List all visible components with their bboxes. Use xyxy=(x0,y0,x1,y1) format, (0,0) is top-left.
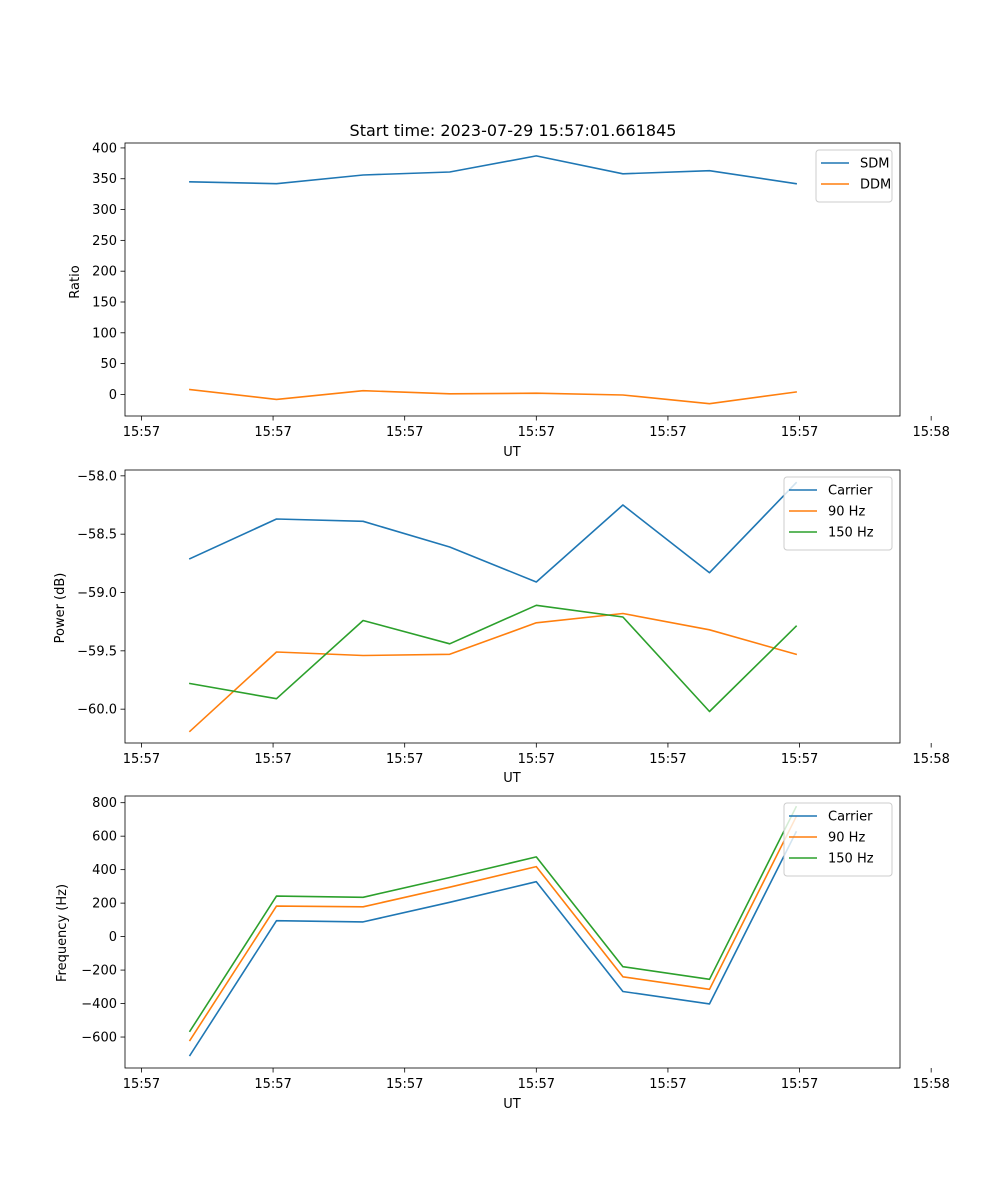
ratio-series-lines xyxy=(189,155,798,405)
ratio-x-tick-label: 15:57 xyxy=(254,425,291,440)
ratio-y-tick-label: 350 xyxy=(92,172,117,187)
frequency-series-150-hz xyxy=(188,805,798,1033)
power-x-tick-label: 15:57 xyxy=(518,752,555,767)
ratio-y-ticks: 0 50 100 150 200 250 300 350 400 xyxy=(92,141,125,403)
power-x-tick-label: 15:57 xyxy=(254,752,291,767)
ratio-y-tick-label: 0 xyxy=(109,388,117,403)
frequency-x-axis-label: UT xyxy=(503,1097,521,1112)
ratio-y-tick-label: 400 xyxy=(92,141,117,156)
power-legend-label-carrier: Carrier xyxy=(828,484,873,499)
ratio-x-tick-label: 15:57 xyxy=(123,425,160,440)
power-x-tick-label: 15:57 xyxy=(781,752,818,767)
frequency-legend-label-90-hz: 90 Hz xyxy=(828,831,865,846)
power-y-tick-label: −60.0 xyxy=(77,703,117,718)
chart-title: Start time: 2023-07-29 15:57:01.661845 xyxy=(350,121,677,140)
power-y-tick-label: −58.0 xyxy=(77,469,117,484)
frequency-y-tick-label: 600 xyxy=(92,830,117,845)
frequency-y-tick-label: 800 xyxy=(92,796,117,811)
power-y-tick-label: −58.5 xyxy=(77,528,117,543)
power-x-axis-label: UT xyxy=(503,771,521,786)
ratio-x-tick-label: 15:58 xyxy=(912,425,949,440)
frequency-x-tick-label: 15:57 xyxy=(123,1077,160,1092)
frequency-x-tick-label: 15:57 xyxy=(649,1077,686,1092)
frequency-y-axis-label: Frequency (Hz) xyxy=(55,884,70,982)
frequency-y-tick-label: −400 xyxy=(81,997,117,1012)
frequency-x-tick-label: 15:57 xyxy=(386,1077,423,1092)
ratio-y-tick-label: 300 xyxy=(92,203,117,218)
ratio-y-tick-label: 150 xyxy=(92,295,117,310)
frequency-x-ticks: 15:57 15:57 15:57 15:57 15:57 15:57 15:58 xyxy=(123,1068,950,1092)
frequency-y-tick-label: 400 xyxy=(92,863,117,878)
ratio-y-tick-label: 100 xyxy=(92,326,117,341)
power-legend-label-90-hz: 90 Hz xyxy=(828,505,865,520)
frequency-legend-label-carrier: Carrier xyxy=(828,810,873,825)
frequency-series-carrier xyxy=(188,830,798,1057)
ratio-legend-label-sdm: SDM xyxy=(860,157,889,172)
power-legend-label-150-hz: 150 Hz xyxy=(828,526,874,541)
frequency-x-tick-label: 15:57 xyxy=(518,1077,555,1092)
power-legend: Carrier 90 Hz 150 Hz xyxy=(783,476,893,551)
frequency-y-tick-label: −600 xyxy=(81,1031,117,1046)
power-x-ticks: 15:57 15:57 15:57 15:57 15:57 15:57 15:58 xyxy=(123,743,950,767)
frequency-legend: Carrier 90 Hz 150 Hz xyxy=(783,802,893,877)
frequency-panel: 15:57 15:57 15:57 15:57 15:57 15:57 15:58 −600… xyxy=(55,795,950,1112)
ratio-y-tick-label: 50 xyxy=(100,357,117,372)
frequency-series-lines xyxy=(188,805,798,1057)
frequency-y-tick-label: −200 xyxy=(81,964,117,979)
power-panel: 15:57 15:57 15:57 15:57 15:57 15:57 15:58 −60.… xyxy=(53,469,950,786)
power-series-150-hz xyxy=(188,604,798,713)
power-series-lines xyxy=(188,481,798,733)
power-x-tick-label: 15:57 xyxy=(649,752,686,767)
ratio-x-tick-label: 15:57 xyxy=(386,425,423,440)
frequency-legend-label-150-hz: 150 Hz xyxy=(828,852,874,867)
frequency-y-ticks: −600 −400 −200 0 200 400 600 800 xyxy=(81,796,125,1046)
ratio-y-axis-label: Ratio xyxy=(68,265,83,298)
ratio-x-axis-label: UT xyxy=(503,445,521,460)
ratio-legend: SDM DDM xyxy=(815,149,893,203)
ratio-series-sdm xyxy=(189,155,798,185)
ratio-series-ddm xyxy=(189,388,797,405)
power-y-axis-label: Power (dB) xyxy=(53,573,68,644)
frequency-y-tick-label: 200 xyxy=(92,897,117,912)
frequency-x-tick-label: 15:57 xyxy=(254,1077,291,1092)
frequency-axes-frame xyxy=(124,795,901,1069)
ratio-y-tick-label: 200 xyxy=(92,265,117,280)
ratio-x-tick-label: 15:57 xyxy=(649,425,686,440)
frequency-y-tick-label: 0 xyxy=(109,930,117,945)
ratio-axes-frame xyxy=(124,142,901,417)
frequency-x-tick-label: 15:58 xyxy=(912,1077,949,1092)
power-x-tick-label: 15:57 xyxy=(386,752,423,767)
ratio-x-tick-label: 15:57 xyxy=(781,425,818,440)
power-x-tick-label: 15:58 xyxy=(912,752,949,767)
frequency-series-90-hz xyxy=(188,815,798,1042)
ratio-y-tick-label: 250 xyxy=(92,234,117,249)
power-y-tick-label: −59.0 xyxy=(77,586,117,601)
power-axes-frame xyxy=(124,469,901,744)
frequency-x-tick-label: 15:57 xyxy=(781,1077,818,1092)
power-series-carrier xyxy=(188,481,798,583)
ratio-legend-label-ddm: DDM xyxy=(860,178,891,193)
ratio-x-tick-label: 15:57 xyxy=(518,425,555,440)
ratio-panel: Start time: 2023-07-29 15:57:01.661845 1… xyxy=(68,121,950,460)
power-y-ticks: −60.0 −59.5 −59.0 −58.5 −58.0 xyxy=(77,469,125,718)
ratio-x-ticks: 15:57 15:57 15:57 15:57 15:57 15:57 15:58 xyxy=(123,416,950,440)
power-y-tick-label: −59.5 xyxy=(77,644,117,659)
power-series-90-hz xyxy=(188,612,798,733)
power-x-tick-label: 15:57 xyxy=(123,752,160,767)
